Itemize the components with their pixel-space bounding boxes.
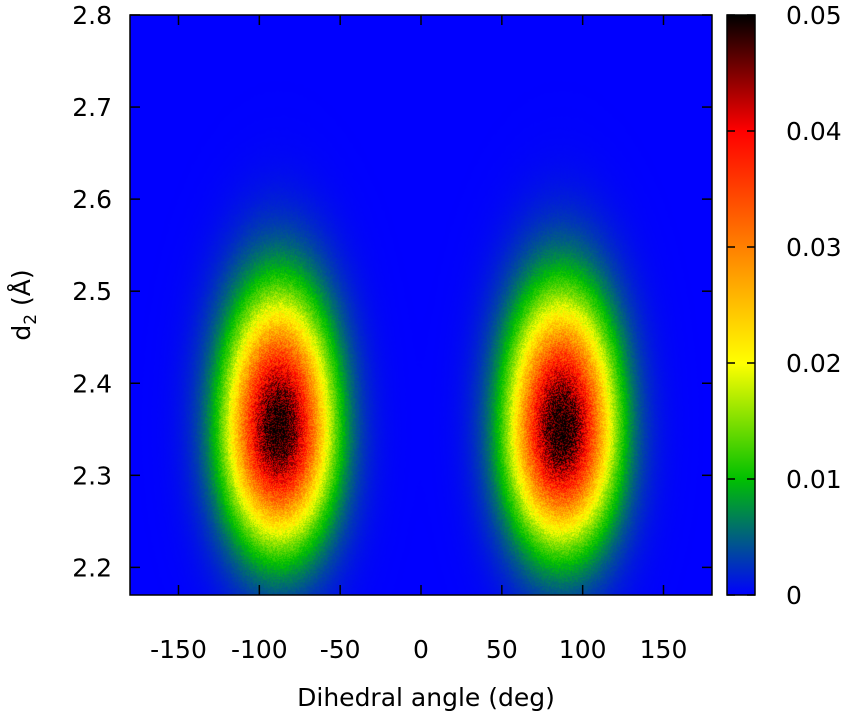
x-tick-label: -50 — [320, 635, 361, 664]
colorbar: 0 0.01 0.02 0.03 0.04 0.05 — [726, 1, 842, 610]
colorbar-tick-label: 0.05 — [786, 1, 842, 30]
colorbar-tick-label: 0.01 — [786, 465, 842, 494]
y-axis-title-main: d — [7, 325, 36, 341]
y-axis-title-unit: (Å) — [7, 269, 36, 314]
x-tick-label: 50 — [486, 635, 518, 664]
y-tick-label: 2.4 — [72, 369, 112, 398]
colorbar-tick-label: 0.02 — [786, 349, 842, 378]
colorbar-ticks: 0 0.01 0.02 0.03 0.04 0.05 — [727, 1, 842, 610]
x-tick-label: -100 — [231, 635, 288, 664]
x-tick-label: 0 — [413, 635, 429, 664]
y-tick-label: 2.8 — [72, 1, 112, 30]
y-tick-label: 2.2 — [72, 553, 112, 582]
plot-area — [129, 14, 713, 596]
y-axis-title: d2 (Å) — [7, 269, 41, 340]
colorbar-tick-label: 0.04 — [786, 117, 842, 146]
y-tick-label: 2.5 — [72, 277, 112, 306]
colorbar-tick-label: 0 — [786, 581, 802, 610]
colorbar-gradient — [726, 14, 756, 596]
x-tick-label: 100 — [559, 635, 607, 664]
x-tick-label: 150 — [640, 635, 688, 664]
y-tick-label: 2.7 — [72, 93, 112, 122]
y-axis-title-subscript: 2 — [21, 314, 41, 325]
colorbar-tick-label: 0.03 — [786, 233, 842, 262]
y-tick-label: 2.6 — [72, 185, 112, 214]
x-tick-label: -150 — [150, 635, 207, 664]
heatmap-density-image — [130, 15, 712, 595]
y-tick-label: 2.3 — [72, 461, 112, 490]
y-axis-ticks: 2.2 2.3 2.4 2.5 2.6 2.7 2.8 — [72, 1, 712, 582]
x-axis-ticks: -150 -100 -50 0 50 100 150 — [150, 15, 687, 664]
x-axis-title: Dihedral angle (deg) — [297, 683, 555, 712]
